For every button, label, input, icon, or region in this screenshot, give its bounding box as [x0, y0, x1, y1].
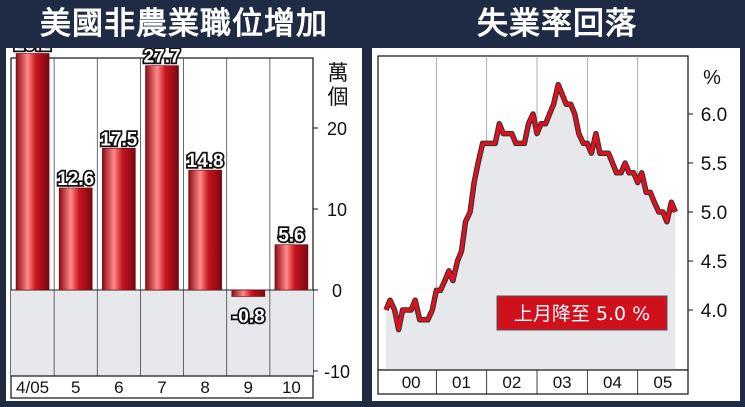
y-tick-label: 10: [327, 200, 347, 220]
year-label: 00: [402, 373, 421, 392]
bar: [145, 65, 179, 291]
category-label: 4/05: [16, 378, 49, 397]
bar-value-label: -0.8: [232, 306, 265, 327]
payrolls-bar-chart: 29.2 4/05 12.6 5 17.5 6 27.7 7 14.8 8 -0.8 9 5.6 10 -1…: [10, 48, 350, 399]
y-tick-label: 6.0: [701, 105, 727, 126]
category-band: [10, 375, 314, 399]
bar-value-label: 29.2: [14, 48, 51, 55]
bar: [102, 147, 136, 291]
year-label: 03: [553, 373, 572, 392]
bar-value-label: 14.8: [187, 151, 224, 172]
category-label: 7: [157, 378, 166, 397]
bar-value-label: 17.5: [100, 129, 137, 150]
y-tick-label: 4.5: [701, 252, 727, 273]
year-label: 02: [502, 373, 521, 392]
annotation-text: 上月降至 5.0 %: [514, 303, 650, 325]
annotation-badge: [496, 295, 668, 331]
y-tick-label: 4.0: [701, 301, 727, 322]
bar: [188, 169, 222, 291]
category-label: 8: [200, 378, 209, 397]
y-unit-label: 萬: [328, 61, 349, 85]
y-tick-label: -10: [324, 362, 350, 382]
category-label: 5: [71, 378, 80, 397]
unemployment-line-chart: 00 01 02 03 04 05 4.0 4.5 5.0 5.5 6.0% 上月降至 5.0 %: [377, 55, 727, 395]
y-tick-label: 0: [332, 281, 342, 301]
year-label: 01: [452, 373, 471, 392]
unemployment-chart-panel: 00 01 02 03 04 05 4.0 4.5 5.0 5.5 6.0% 上月降至 5.0 %: [372, 48, 740, 401]
bar: [231, 289, 266, 297]
bar: [15, 53, 50, 291]
y-unit-label: %: [703, 67, 721, 89]
negative-region: [11, 290, 313, 376]
year-label: 04: [603, 373, 622, 392]
right-chart-title: 失業率回落: [477, 6, 637, 42]
y-tick-label: 5.0: [701, 203, 727, 224]
y-unit-label: 個: [328, 85, 349, 109]
bar-value-label: 5.6: [278, 226, 304, 247]
y-tick-label: 5.5: [701, 154, 727, 175]
y-tick-label: 20: [327, 119, 347, 139]
category-label: 6: [114, 378, 123, 397]
category-label: 9: [244, 378, 253, 397]
year-label: 05: [653, 373, 672, 392]
bar-value-label: 27.7: [144, 48, 181, 68]
bar: [274, 244, 309, 291]
left-chart-title: 美國非農業職位增加: [40, 6, 328, 42]
category-label: 10: [282, 378, 301, 397]
year-band: [377, 369, 689, 395]
unemployment-line: [384, 82, 677, 332]
bar: [58, 187, 93, 291]
bar-value-label: 12.6: [57, 169, 94, 190]
payrolls-bar-chart-panel: 29.2 4/05 12.6 5 17.5 6 27.7 7 14.8 8 -0.8 9 5.6 10 -1…: [6, 48, 362, 401]
